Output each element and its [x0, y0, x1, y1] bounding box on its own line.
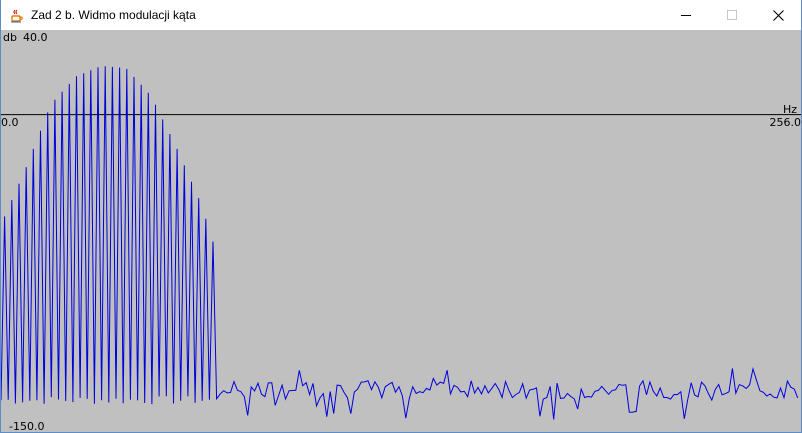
spectrum-chart — [1, 66, 801, 420]
title-bar[interactable]: Zad 2 b. Widmo modulacji kąta — [1, 0, 801, 30]
minimize-button[interactable] — [663, 0, 709, 30]
java-cup-icon — [9, 7, 25, 23]
maximize-button[interactable] — [709, 0, 755, 30]
window-title: Zad 2 b. Widmo modulacji kąta — [31, 8, 196, 22]
x-min-label: 0.0 — [1, 116, 19, 129]
close-icon — [772, 9, 784, 21]
spectrum-series-line — [1, 66, 799, 420]
minimize-icon — [681, 15, 691, 16]
y-min-label: -150.0 — [9, 420, 45, 433]
y-max-label: 40.0 — [23, 31, 48, 44]
x-max-label: 256.0 — [769, 116, 802, 129]
maximize-icon — [727, 10, 737, 20]
y-unit-label: db — [3, 31, 17, 44]
spectrum-plot: db 40.0 Hz 0.0 256.0 -150.0 — [1, 30, 801, 432]
close-button[interactable] — [755, 0, 801, 30]
x-unit-label: Hz — [782, 103, 797, 116]
